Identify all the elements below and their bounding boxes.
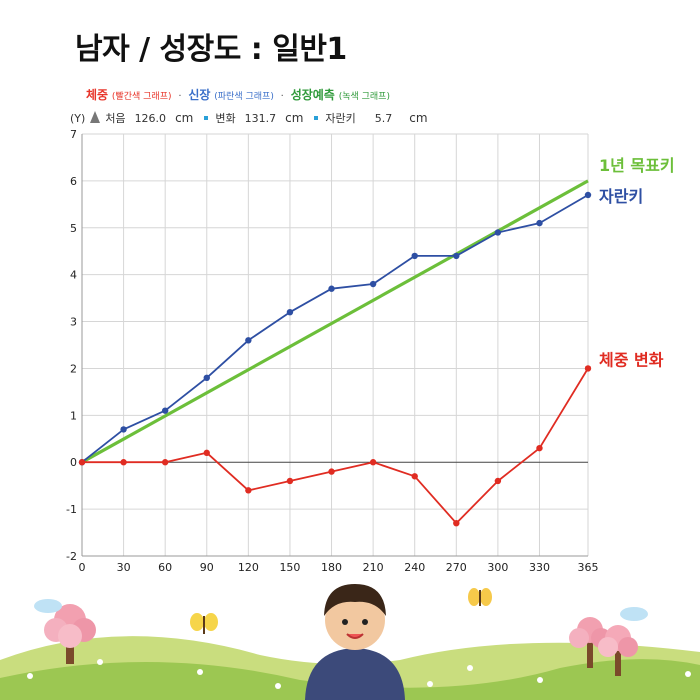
data-point xyxy=(536,444,543,452)
legend-separator: · xyxy=(178,91,182,102)
data-point xyxy=(536,219,543,227)
up-arrow-icon xyxy=(90,111,101,123)
series-line xyxy=(82,367,589,525)
cloud-icon xyxy=(620,607,648,621)
y-tick-label: -2 xyxy=(66,550,77,563)
y-tick-label: 3 xyxy=(70,316,77,329)
change-unit: cm xyxy=(285,111,304,125)
x-tick-label: 180 xyxy=(321,561,342,574)
data-point xyxy=(584,365,592,372)
data-point xyxy=(369,280,377,288)
series-line xyxy=(81,194,589,463)
growth-label: 자란키 xyxy=(325,112,356,125)
legend-separator: · xyxy=(280,91,284,102)
x-tick-label: 365 xyxy=(578,561,599,574)
cherry-tree-icon xyxy=(44,604,96,664)
data-point xyxy=(411,252,418,260)
y-marker: (Y) xyxy=(70,111,86,125)
butterfly-icon xyxy=(468,588,492,606)
series-end-label: 체중 변화 xyxy=(599,350,664,369)
data-point xyxy=(453,252,460,260)
chart-axes: 0 30 60 90 120 150 180 210 240 270 300 330 365-2-101… xyxy=(66,128,598,574)
x-tick-label: 0 xyxy=(79,561,86,574)
x-tick-label: 60 xyxy=(158,561,172,574)
series-end-label: 자란키 xyxy=(599,187,643,206)
y-tick-label: 1 xyxy=(70,409,77,422)
y-tick-label: 2 xyxy=(70,362,77,375)
x-tick-label: 270 xyxy=(446,561,467,574)
data-point xyxy=(161,459,169,466)
data-point xyxy=(245,337,252,344)
x-tick-label: 300 xyxy=(487,561,508,574)
x-tick-label: 330 xyxy=(529,561,550,574)
chart-series xyxy=(78,179,592,527)
data-point xyxy=(369,459,377,466)
y-tick-label: 6 xyxy=(70,175,77,188)
data-point xyxy=(203,449,210,457)
flower-icon xyxy=(27,659,691,689)
cherry-tree-icon xyxy=(598,625,638,676)
x-tick-label: 90 xyxy=(200,561,214,574)
growth-info: (Y) 처음 126.0 cm 변화 131.7 cm 자란키 5.7 cm xyxy=(70,110,434,126)
data-point xyxy=(494,477,502,485)
x-tick-label: 210 xyxy=(363,561,384,574)
change-label: 변화 xyxy=(215,112,236,125)
x-tick-label: 30 xyxy=(117,561,131,574)
page-title: 남자 / 성장도 : 일반1 xyxy=(75,32,347,67)
legend-height-label: 신장 xyxy=(188,88,211,102)
boy-character-icon xyxy=(305,584,405,700)
legend-weight-label: 체중 xyxy=(86,88,109,102)
chart-legend: 체중 (빨간색 그래프) · 신장 (파란색 그래프) · 성장예측 (녹색 그… xyxy=(86,86,390,103)
data-point xyxy=(161,407,169,414)
butterfly-icon xyxy=(190,613,218,634)
data-point xyxy=(584,191,592,199)
data-point xyxy=(203,374,210,382)
y-tick-label: 7 xyxy=(70,128,77,141)
y-tick-label: 5 xyxy=(70,222,77,235)
y-tick-label: -1 xyxy=(66,503,77,516)
data-point xyxy=(286,308,294,316)
series-line xyxy=(81,179,589,464)
series-end-label: 1년 목표키 xyxy=(599,156,675,175)
legend-weight-sub: (빨간색 그래프) xyxy=(111,92,172,102)
data-point xyxy=(120,459,127,466)
legend-height-sub: (파란색 그래프) xyxy=(214,92,274,102)
data-point xyxy=(411,473,418,480)
data-point xyxy=(245,487,252,494)
change-value: 131.7 xyxy=(244,111,277,125)
start-value: 126.0 xyxy=(134,111,167,125)
hill-front xyxy=(0,659,700,700)
y-tick-label: 0 xyxy=(70,456,77,469)
bullet-icon xyxy=(204,116,209,120)
legend-predict-sub: (녹색 그래프) xyxy=(338,92,390,102)
x-tick-label: 120 xyxy=(238,561,259,574)
x-tick-label: 150 xyxy=(279,561,300,574)
decorative-scene xyxy=(0,584,700,700)
start-label: 처음 xyxy=(105,112,126,125)
data-point xyxy=(453,519,460,527)
x-tick-label: 240 xyxy=(404,561,425,574)
data-point xyxy=(120,426,127,433)
growth-unit: cm xyxy=(409,111,428,125)
data-point xyxy=(494,229,502,236)
start-unit: cm xyxy=(175,111,194,125)
bullet-icon xyxy=(314,116,319,120)
data-point xyxy=(328,285,335,292)
growth-value: 5.7 xyxy=(374,111,393,125)
data-point xyxy=(328,468,335,475)
chart-grid xyxy=(81,133,589,557)
data-point xyxy=(286,477,294,485)
data-point xyxy=(78,459,86,466)
y-tick-label: 4 xyxy=(70,269,77,282)
legend-predict-label: 성장예측 xyxy=(290,88,335,102)
cloud-icon xyxy=(34,599,62,613)
